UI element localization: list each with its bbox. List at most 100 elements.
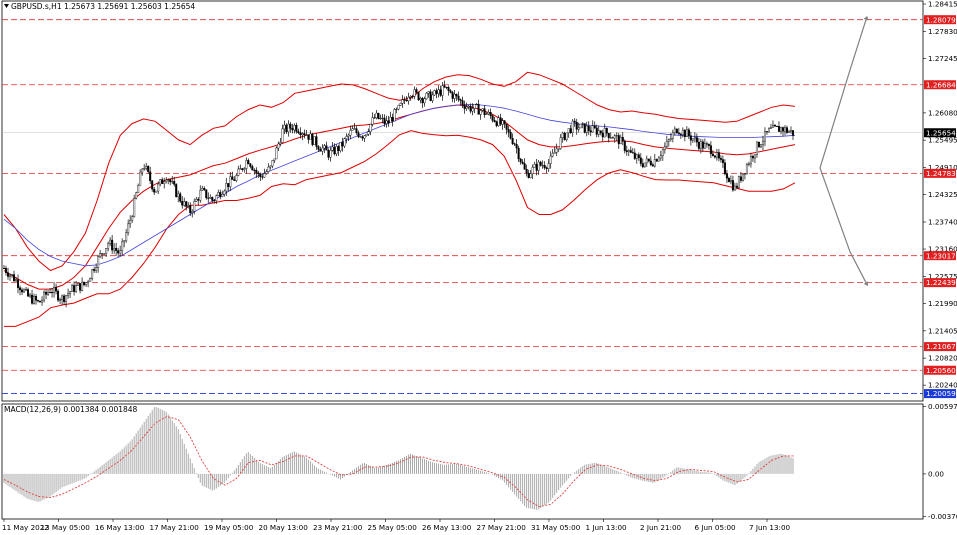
candle-body [211,197,214,201]
x-tick-label: 26 May 13:00 [422,523,472,532]
candle-body [329,150,332,158]
candle-body [331,146,334,151]
candle-body [479,110,482,115]
macd-signal-line [3,415,795,508]
y-tick-label: 1.24325 [928,190,957,199]
candle-body [787,131,790,133]
candle-body [539,161,542,166]
candle-body [149,171,152,182]
candle-body [13,274,16,282]
candle-body [721,159,724,163]
candle-body [67,293,70,296]
candle-body [693,137,696,140]
candle-body [661,149,664,156]
candle-body [297,131,300,133]
candle-body [465,106,468,109]
x-tick-label: 2 Jun 21:00 [640,523,682,532]
candle-body [707,143,710,146]
macd-y-tick-label: -0.003763 [928,512,957,521]
candle-body [531,167,534,174]
candle-body [691,138,694,141]
candle-body [413,89,416,97]
candle-body [179,193,182,202]
candle-body [341,142,344,147]
candle-body [399,103,402,106]
candle-body [53,287,56,293]
level-tag: 1.21067 [926,342,956,351]
candle-body [709,145,712,155]
candle-body [489,112,492,116]
candle-body [779,127,782,132]
candles [3,80,794,308]
candle-body [433,90,436,96]
candle-body [735,185,738,188]
candle-body [357,132,360,137]
candle-body [63,295,66,302]
candle-body [127,223,130,233]
candle-body [165,179,168,183]
candle-body [651,164,654,167]
y-tick-label: 1.20820 [928,354,957,363]
candle-body [27,289,30,297]
candle-body [305,134,308,136]
candle-body [525,169,528,174]
candle-body [481,108,484,111]
candle-body [243,168,246,171]
macd-axis: 0.005979 0.00 -0.003763 [923,402,957,521]
candle-body [87,281,90,283]
candle-body [265,171,268,174]
level-tag-bg [924,342,956,352]
x-tick-label: 17 May 21:00 [150,523,200,532]
candle-body [537,161,540,171]
candle-body [733,185,736,191]
candle-body [7,272,10,277]
candle-body [711,153,714,157]
candle-body [105,247,108,254]
candle-body [597,130,600,135]
candle-body [321,147,324,152]
candle-body [411,96,414,98]
candle-body [245,160,248,169]
candle-body [635,154,638,159]
candle-body [509,131,512,139]
candle-body [697,141,700,149]
candle-body [21,289,24,293]
candle-body [715,152,718,158]
candle-body [607,132,610,139]
candle-body [31,294,34,304]
candle-body [197,198,200,201]
x-tick-label: 6 Jun 05:00 [695,523,737,532]
candle-body [581,123,584,125]
candle-body [677,132,680,135]
candle-body [449,90,452,93]
candle-body [113,248,116,251]
candle-body [337,146,340,151]
candle-body [475,103,478,105]
candle-body [333,146,336,155]
candle-body [327,150,330,158]
candle-body [629,150,632,153]
candle-body [119,250,122,254]
dropdown-triangle-icon[interactable] [4,4,9,8]
candle-body [777,126,780,132]
candle-body [473,103,476,109]
candle-body [267,166,270,172]
candle-body [495,121,498,126]
candle-body [129,219,132,225]
candle-body [681,129,684,135]
candle-body [401,99,404,104]
candle-body [603,128,606,138]
candle-body [613,135,616,139]
candle-body [209,197,212,199]
candle-body [283,124,286,130]
macd-y-tick-label: 0.005979 [928,402,957,411]
candle-body [69,291,72,294]
candle-body [9,274,12,277]
candle-body [451,92,454,99]
candle-body [769,127,772,129]
candle-body [237,168,240,176]
candle-body [585,125,588,133]
candle-body [469,105,472,112]
candle-body [101,253,104,255]
